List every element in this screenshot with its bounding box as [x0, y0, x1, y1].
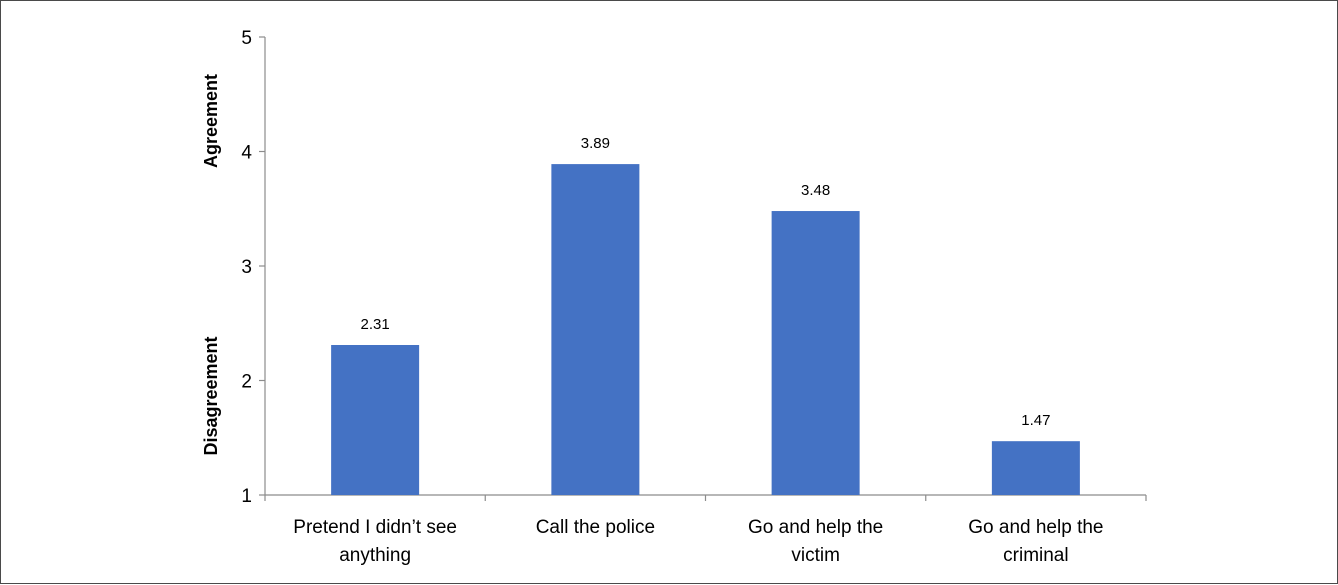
y-tick-label: 2 [241, 372, 252, 393]
category-label: victim [791, 545, 840, 566]
category-label: Go and help the [748, 517, 883, 538]
category-labels: Pretend I didn’t see anything Call the pol… [293, 517, 1103, 566]
y-tick-label: 5 [241, 28, 252, 49]
bar [991, 441, 1080, 495]
bar [771, 211, 860, 496]
bars [331, 164, 1080, 496]
bar [551, 164, 640, 495]
data-label: 3.48 [801, 182, 830, 199]
data-label: 1.47 [1021, 412, 1050, 429]
y-label-agreement: Agreement [201, 74, 221, 168]
category-label: criminal [1003, 545, 1068, 566]
bar [331, 345, 420, 495]
y-tick-label: 1 [241, 486, 252, 507]
y-label-disagreement: Disagreement [201, 336, 221, 455]
data-label: 3.89 [581, 135, 610, 152]
data-label: 2.31 [361, 316, 390, 333]
category-label: Go and help the [968, 517, 1103, 538]
category-label: Call the police [536, 517, 655, 538]
y-tick-label: 4 [241, 143, 252, 164]
y-tick-label: 3 [241, 257, 252, 278]
y-ticks: 1 2 3 4 5 [241, 28, 265, 507]
category-label: anything [339, 545, 411, 566]
category-label: Pretend I didn’t see [293, 517, 457, 538]
x-ticks [264, 495, 1147, 501]
value-labels: 2.31 3.89 3.48 1.47 [361, 135, 1051, 429]
